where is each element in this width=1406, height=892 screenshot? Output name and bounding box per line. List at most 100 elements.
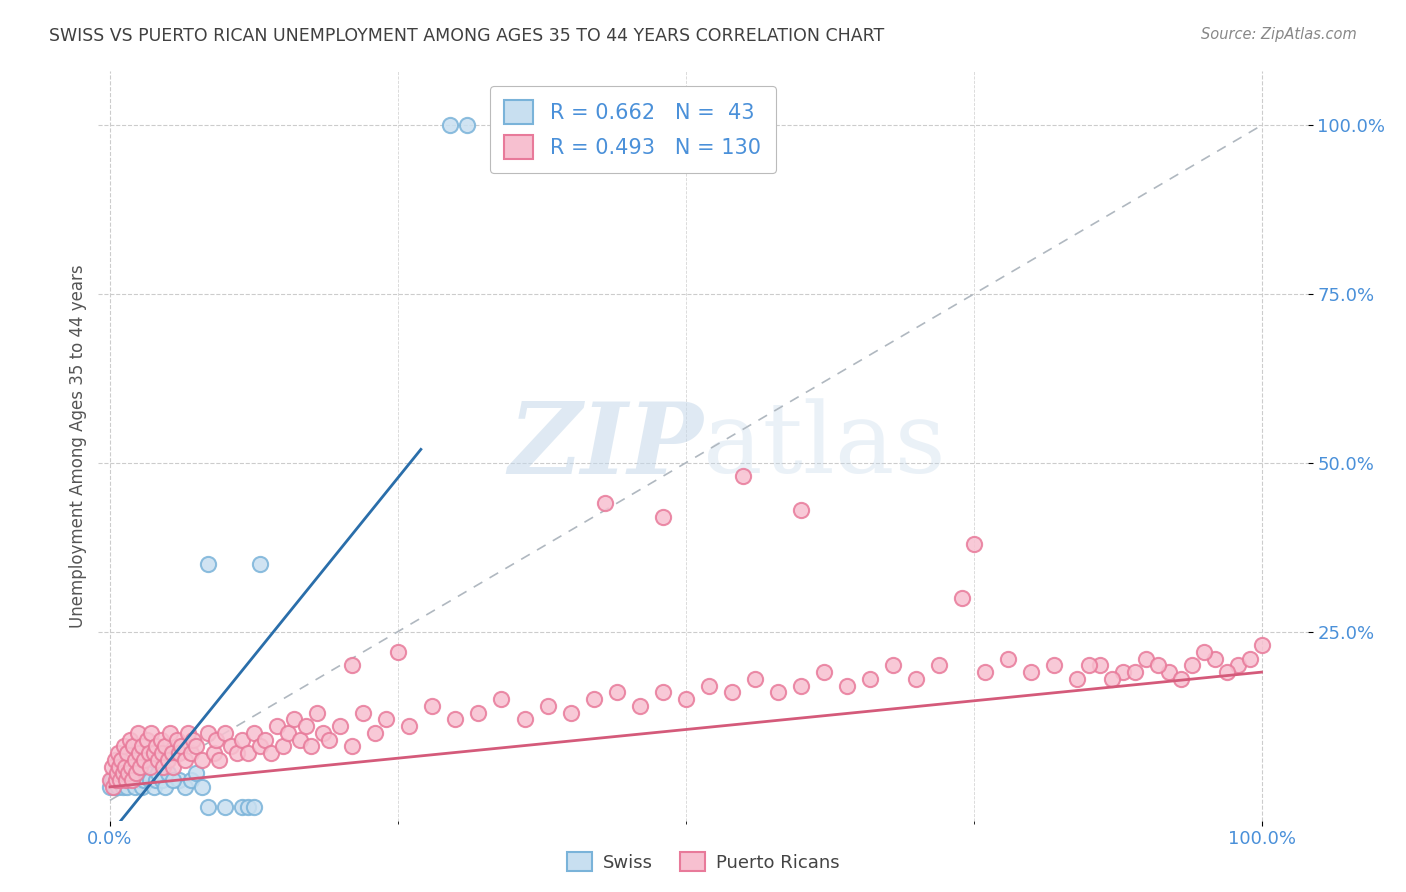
Point [340,658,363,673]
Point [560,706,582,720]
Point [1101,672,1123,686]
Point [111,780,134,794]
Point [128,759,150,773]
Point [249,739,271,754]
Point [131,780,153,794]
Point [101,759,124,773]
Point [236,800,259,814]
Point [135,732,157,747]
Point [208,753,231,767]
Point [582,692,605,706]
Point [152,759,174,773]
Point [156,753,179,767]
Point [107,746,129,760]
Point [905,672,928,686]
Point [110,753,132,767]
Point [675,692,697,706]
Point [606,685,628,699]
Point [422,698,444,713]
Point [1227,658,1250,673]
Point [928,658,950,673]
Point [134,773,156,788]
Point [115,746,138,760]
Point [139,759,162,773]
Point [180,773,202,788]
Point [790,503,813,517]
Point [375,712,398,726]
Point [160,746,183,760]
Point [340,739,363,754]
Point [231,732,253,747]
Point [1123,665,1146,680]
Point [145,773,167,788]
Point [214,800,236,814]
Point [307,706,329,720]
Point [148,766,170,780]
Point [214,726,236,740]
Point [128,773,150,788]
Point [744,672,766,686]
Point [114,766,136,780]
Point [236,746,259,760]
Point [150,746,173,760]
Point [167,746,190,760]
Point [108,759,131,773]
Point [249,557,271,571]
Point [277,726,299,740]
Text: atlas: atlas [703,398,946,494]
Point [142,746,165,760]
Point [149,732,172,747]
Point [108,773,131,788]
Point [166,732,188,747]
Point [1043,658,1066,673]
Point [491,692,513,706]
Point [318,732,340,747]
Point [124,780,146,794]
Point [312,726,335,740]
Point [225,746,247,760]
Point [197,557,219,571]
Point [103,753,125,767]
Point [114,759,136,773]
Point [167,773,190,788]
Point [254,732,277,747]
Point [288,732,311,747]
Point [197,800,219,814]
Point [329,719,352,733]
Point [128,746,150,760]
Point [105,766,128,780]
Point [122,739,145,754]
Point [364,726,387,740]
Point [1147,658,1170,673]
Point [974,665,997,680]
Y-axis label: Unemployment Among Ages 35 to 44 years: Unemployment Among Ages 35 to 44 years [69,264,87,628]
Point [150,773,173,788]
Point [155,739,177,754]
Point [593,496,616,510]
Point [205,732,228,747]
Point [180,746,202,760]
Point [651,685,673,699]
Point [1170,672,1192,686]
Text: Source: ZipAtlas.com: Source: ZipAtlas.com [1201,27,1357,42]
Point [1066,672,1088,686]
Point [720,685,742,699]
Point [283,712,305,726]
Point [191,753,214,767]
Point [697,679,720,693]
Point [181,732,204,747]
Point [131,739,153,754]
Point [651,509,673,524]
Point [110,766,132,780]
Point [197,726,219,740]
Point [118,732,141,747]
Point [127,726,149,740]
Point [98,780,121,794]
Point [145,739,167,754]
Point [112,739,135,754]
Point [997,651,1019,665]
Point [733,469,755,483]
Point [170,739,193,754]
Point [112,773,135,788]
Point [231,800,253,814]
